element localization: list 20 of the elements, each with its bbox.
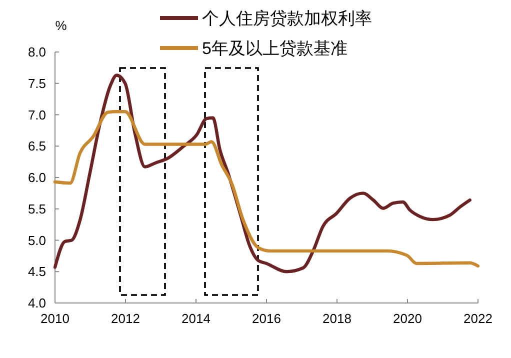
y-tick-label: 6.0 xyxy=(28,170,46,186)
legend-label: 5年及以上贷款基准 xyxy=(202,38,348,58)
legend-label: 个人住房贷款加权利率 xyxy=(202,8,372,28)
y-axis-title: % xyxy=(55,18,68,33)
x-tick-label: 2012 xyxy=(111,311,140,326)
x-tick-label: 2010 xyxy=(40,311,70,326)
y-tick-label: 7.0 xyxy=(28,107,46,122)
y-tick-label: 8.0 xyxy=(28,44,46,60)
y-tick-label: 4.5 xyxy=(28,264,46,280)
x-tick-label: 2018 xyxy=(322,311,352,326)
y-tick-label: 6.5 xyxy=(28,138,46,154)
y-tick-label: 4.0 xyxy=(28,296,46,311)
line-series xyxy=(53,110,480,268)
x-tick-label: 2014 xyxy=(182,311,210,326)
y-tick-label: 5.5 xyxy=(28,201,46,216)
x-tick-label: 2016 xyxy=(252,311,281,326)
x-tick-label: 2020 xyxy=(393,311,422,326)
y-tick-label: 5.0 xyxy=(28,232,46,248)
y-tick-label: 7.5 xyxy=(28,76,46,91)
x-tick-label: 2022 xyxy=(464,311,492,326)
